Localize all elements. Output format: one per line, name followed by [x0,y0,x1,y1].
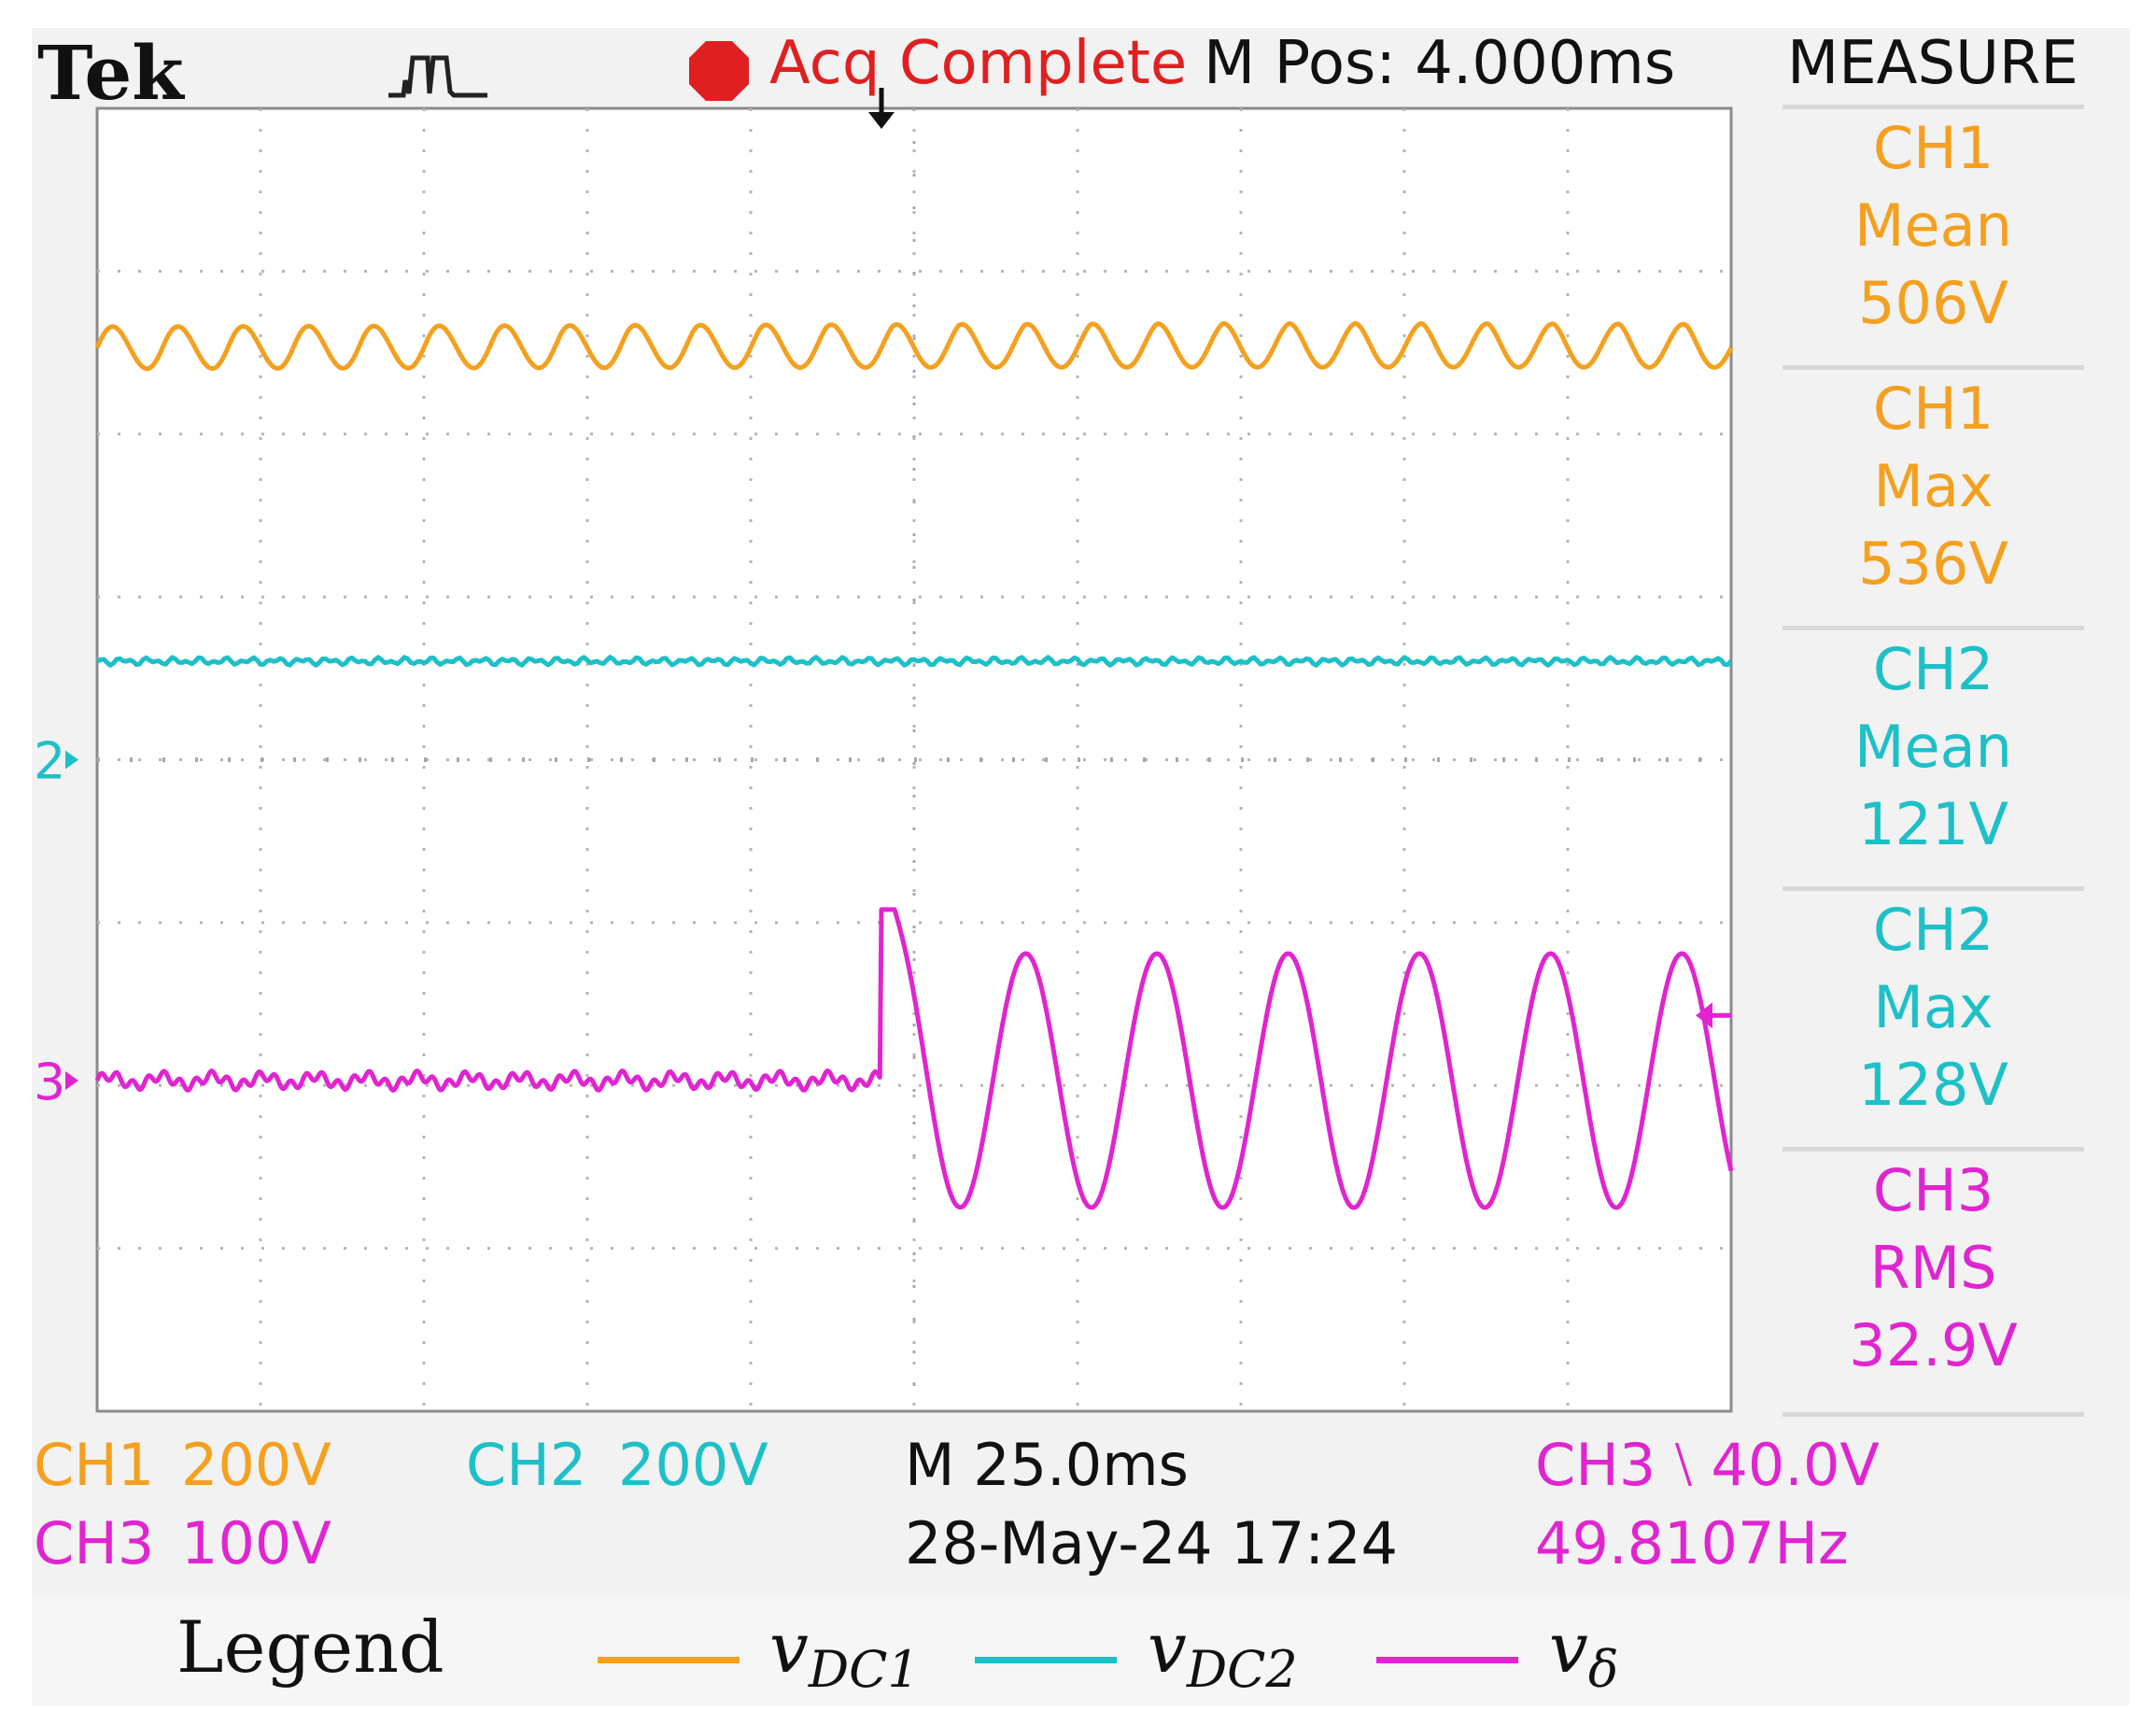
trace-vdc1 [94,320,1734,372]
ch1-scale: 200V [181,1431,331,1499]
measurement-type: Max [1873,973,1994,1041]
legend-subscript: DC2 [1186,1639,1298,1699]
brand-logo: Tek [37,29,184,117]
ch2-label: CH2 [466,1431,587,1499]
measurement-box: CH2 Mean 121V [1783,626,2084,891]
date-time: 28-May-24 17:24 [905,1509,1398,1577]
legend-label: Legend [176,1605,444,1689]
legend-entry-vdc1-text: vDC1 [769,1608,920,1699]
legend: Legend vDC1 vDC2 vδ [32,1597,2130,1705]
measurement-type: Max [1873,452,1994,520]
acquisition-status: Acq Complete [769,29,1188,98]
legend-swatch-vdelta [1376,1657,1518,1663]
measurement-channel: CH2 [1872,896,1994,964]
measurement-value: 32.9V [1849,1311,2018,1379]
legend-entry-vdc1: vDC1 [769,1614,920,1695]
measurement-channel: CH1 [1872,114,1994,182]
legend-entry-vdelta: vδ [1549,1614,1618,1695]
timebase: M 25.0ms [905,1431,1189,1499]
legend-subscript: δ [1587,1639,1619,1699]
measurement-value: 128V [1858,1051,2008,1119]
trace-vdc2 [96,655,1733,668]
acquisition-stopped-icon [689,41,749,101]
ground-marker-ch3-arrow [65,1071,78,1091]
ch3-scale: 100V [181,1509,331,1577]
measurement-value: 536V [1858,530,2008,598]
measurement-type: Mean [1854,713,2012,781]
measurement-channel: CH3 [1872,1156,1994,1224]
trigger-level-marker [1696,1002,1712,1029]
trigger-position-marker [868,112,895,129]
measurement-box: CH1 Mean 506V [1783,105,2084,370]
trigger-setting: CH3 ⧵ 40.0V [1535,1431,1880,1499]
ground-marker-ch2-arrow [65,750,78,770]
legend-swatch-vdc2 [975,1657,1117,1663]
oscilloscope-screen: Tek Acq Complete M Pos: 4.000ms MEASURE … [32,28,2130,1597]
trigger-frequency: 49.8107Hz [1535,1509,1849,1577]
measurement-value: 506V [1858,269,2008,337]
measurement-type: Mean [1854,191,2012,260]
measurement-channel: CH1 [1872,375,1994,443]
measurement-channel: CH2 [1872,635,1994,703]
legend-subscript: DC1 [808,1639,920,1699]
ground-marker-ch2: 2 [34,732,65,791]
waveform-display: 23 [34,88,1734,1413]
measurement-box: CH1 Max 536V [1783,365,2084,630]
ch2-scale: 200V [618,1431,768,1499]
horizontal-position: M Pos: 4.000ms [1204,29,1676,98]
legend-swatch-vdc1 [598,1657,740,1663]
measure-title: MEASURE [1787,29,2078,98]
trigger-mode-icon [388,55,487,98]
legend-entry-vdc2-text: vDC2 [1148,1608,1298,1699]
legend-entry-vdc2: vDC2 [1148,1614,1298,1695]
measurement-type: RMS [1869,1234,1997,1302]
ch3-label: CH3 [34,1509,155,1577]
ch1-label: CH1 [34,1431,155,1499]
measurement-box: CH3 RMS 32.9V [1783,1147,2084,1417]
legend-entry-vdelta-text: vδ [1549,1608,1619,1699]
ground-marker-ch3: 3 [34,1053,65,1111]
measurement-value: 121V [1858,790,2008,858]
measurement-box: CH2 Max 128V [1783,886,2084,1152]
trace-vdelta [94,907,1734,1210]
